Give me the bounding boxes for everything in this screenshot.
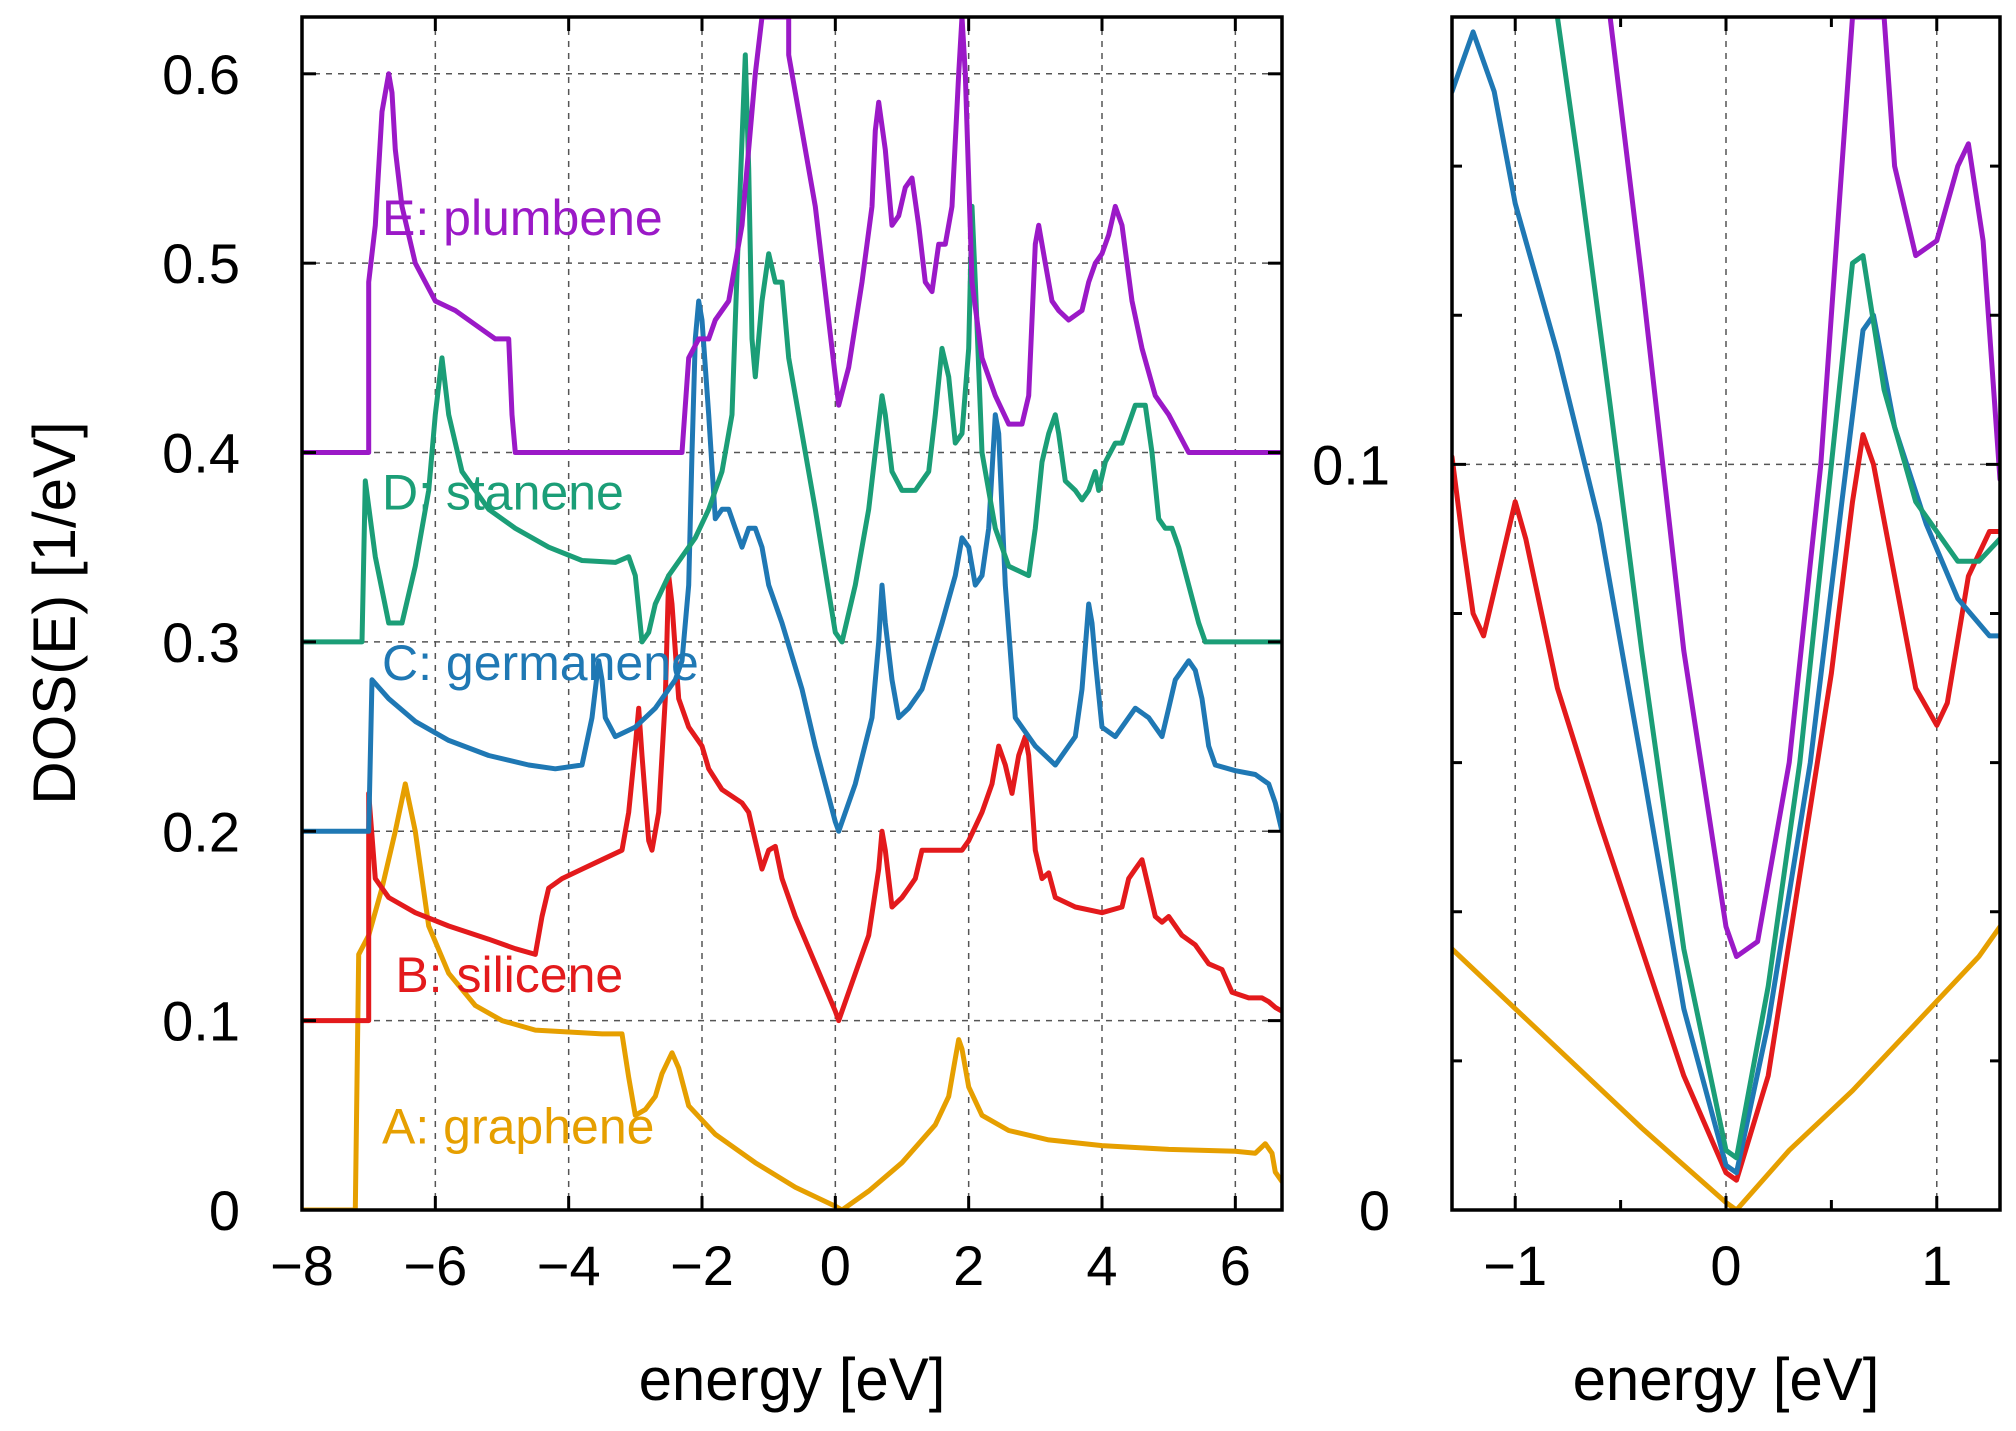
inset-x-tick-labels: −1 0 1 xyxy=(1483,1234,1952,1297)
main-tick-marks xyxy=(300,17,1282,1212)
inset-plot-panel: −1 0 1 00.1 energy [eV] xyxy=(1312,15,2002,1413)
main-x-tick-label: −8 xyxy=(270,1234,334,1297)
main-x-tick-label: 4 xyxy=(1086,1234,1117,1297)
main-y-tick-label: 0.3 xyxy=(162,611,240,674)
main-series-labels: A: graphene B: silicene C: germanene D: sta… xyxy=(382,190,699,1155)
main-x-tick-label: 2 xyxy=(953,1234,984,1297)
main-x-tick-label: −4 xyxy=(537,1234,601,1297)
inset-x-tick-label: 1 xyxy=(1921,1234,1952,1297)
main-x-axis-label: energy [eV] xyxy=(639,1346,946,1413)
inset-tick-marks xyxy=(1452,17,2000,1212)
main-y-tick-label: 0.2 xyxy=(162,800,240,863)
inset-y-tick-label: 0.1 xyxy=(1312,433,1390,496)
main-y-tick-label: 0.4 xyxy=(162,422,240,485)
series-label-d-stanene: D: stanene xyxy=(382,464,624,520)
main-x-tick-label: 0 xyxy=(820,1234,851,1297)
inset-grid xyxy=(1452,17,2000,1210)
series-label-a-graphene: A: graphene xyxy=(382,1099,654,1155)
inset-x-tick-label: −1 xyxy=(1483,1234,1547,1297)
main-x-tick-label: −6 xyxy=(403,1234,467,1297)
main-y-tick-label: 0 xyxy=(209,1179,240,1242)
series-label-e-plumbene: E: plumbene xyxy=(382,190,663,246)
inset-series-silicene xyxy=(1452,432,2000,1183)
inset-series-stanene xyxy=(1554,17,2000,1161)
inset-series-plumbene xyxy=(1607,17,2000,959)
main-y-tick-label: 0.5 xyxy=(162,232,240,295)
main-series-e-plumbene xyxy=(302,17,1282,455)
inset-x-tick-label: 0 xyxy=(1710,1234,1741,1297)
main-grid xyxy=(302,17,1282,1210)
main-series-c-germanene xyxy=(302,298,1282,834)
inset-y-tick-labels: 00.1 xyxy=(1312,433,1390,1242)
main-series-group xyxy=(302,17,1282,1210)
main-series-a-graphene xyxy=(302,781,1282,1210)
inset-plot-frame xyxy=(1450,15,2002,1212)
inset-series-group xyxy=(1452,17,2000,1210)
main-y-tick-labels: 0 0.1 0.2 0.3 0.4 0.5 0.6 xyxy=(162,43,240,1242)
inset-y-tick-label: 0 xyxy=(1359,1179,1390,1242)
main-y-tick-label: 0.1 xyxy=(162,990,240,1053)
inset-series-graphene xyxy=(1452,924,2000,1210)
main-y-axis-label: DOS(E) [1/eV] xyxy=(21,421,88,804)
main-series-b-silicene xyxy=(302,573,1282,1024)
series-label-c-germanene: C: germanene xyxy=(382,635,699,691)
main-x-tick-label: 6 xyxy=(1220,1234,1251,1297)
series-label-b-silicene: B: silicene xyxy=(395,947,623,1003)
main-plot-panel: −8 −6 −4 −2 0 2 4 6 0 0.1 0.2 0.3 0.4 0.5 0.6 A: grap… xyxy=(21,15,1284,1413)
inset-x-axis-label: energy [eV] xyxy=(1573,1346,1880,1413)
main-y-tick-label: 0.6 xyxy=(162,43,240,106)
main-x-tick-labels: −8 −6 −4 −2 0 2 4 6 xyxy=(270,1234,1251,1297)
main-series-d-stanene xyxy=(302,52,1282,645)
main-x-tick-label: −2 xyxy=(670,1234,734,1297)
main-plot-frame xyxy=(300,15,1284,1212)
